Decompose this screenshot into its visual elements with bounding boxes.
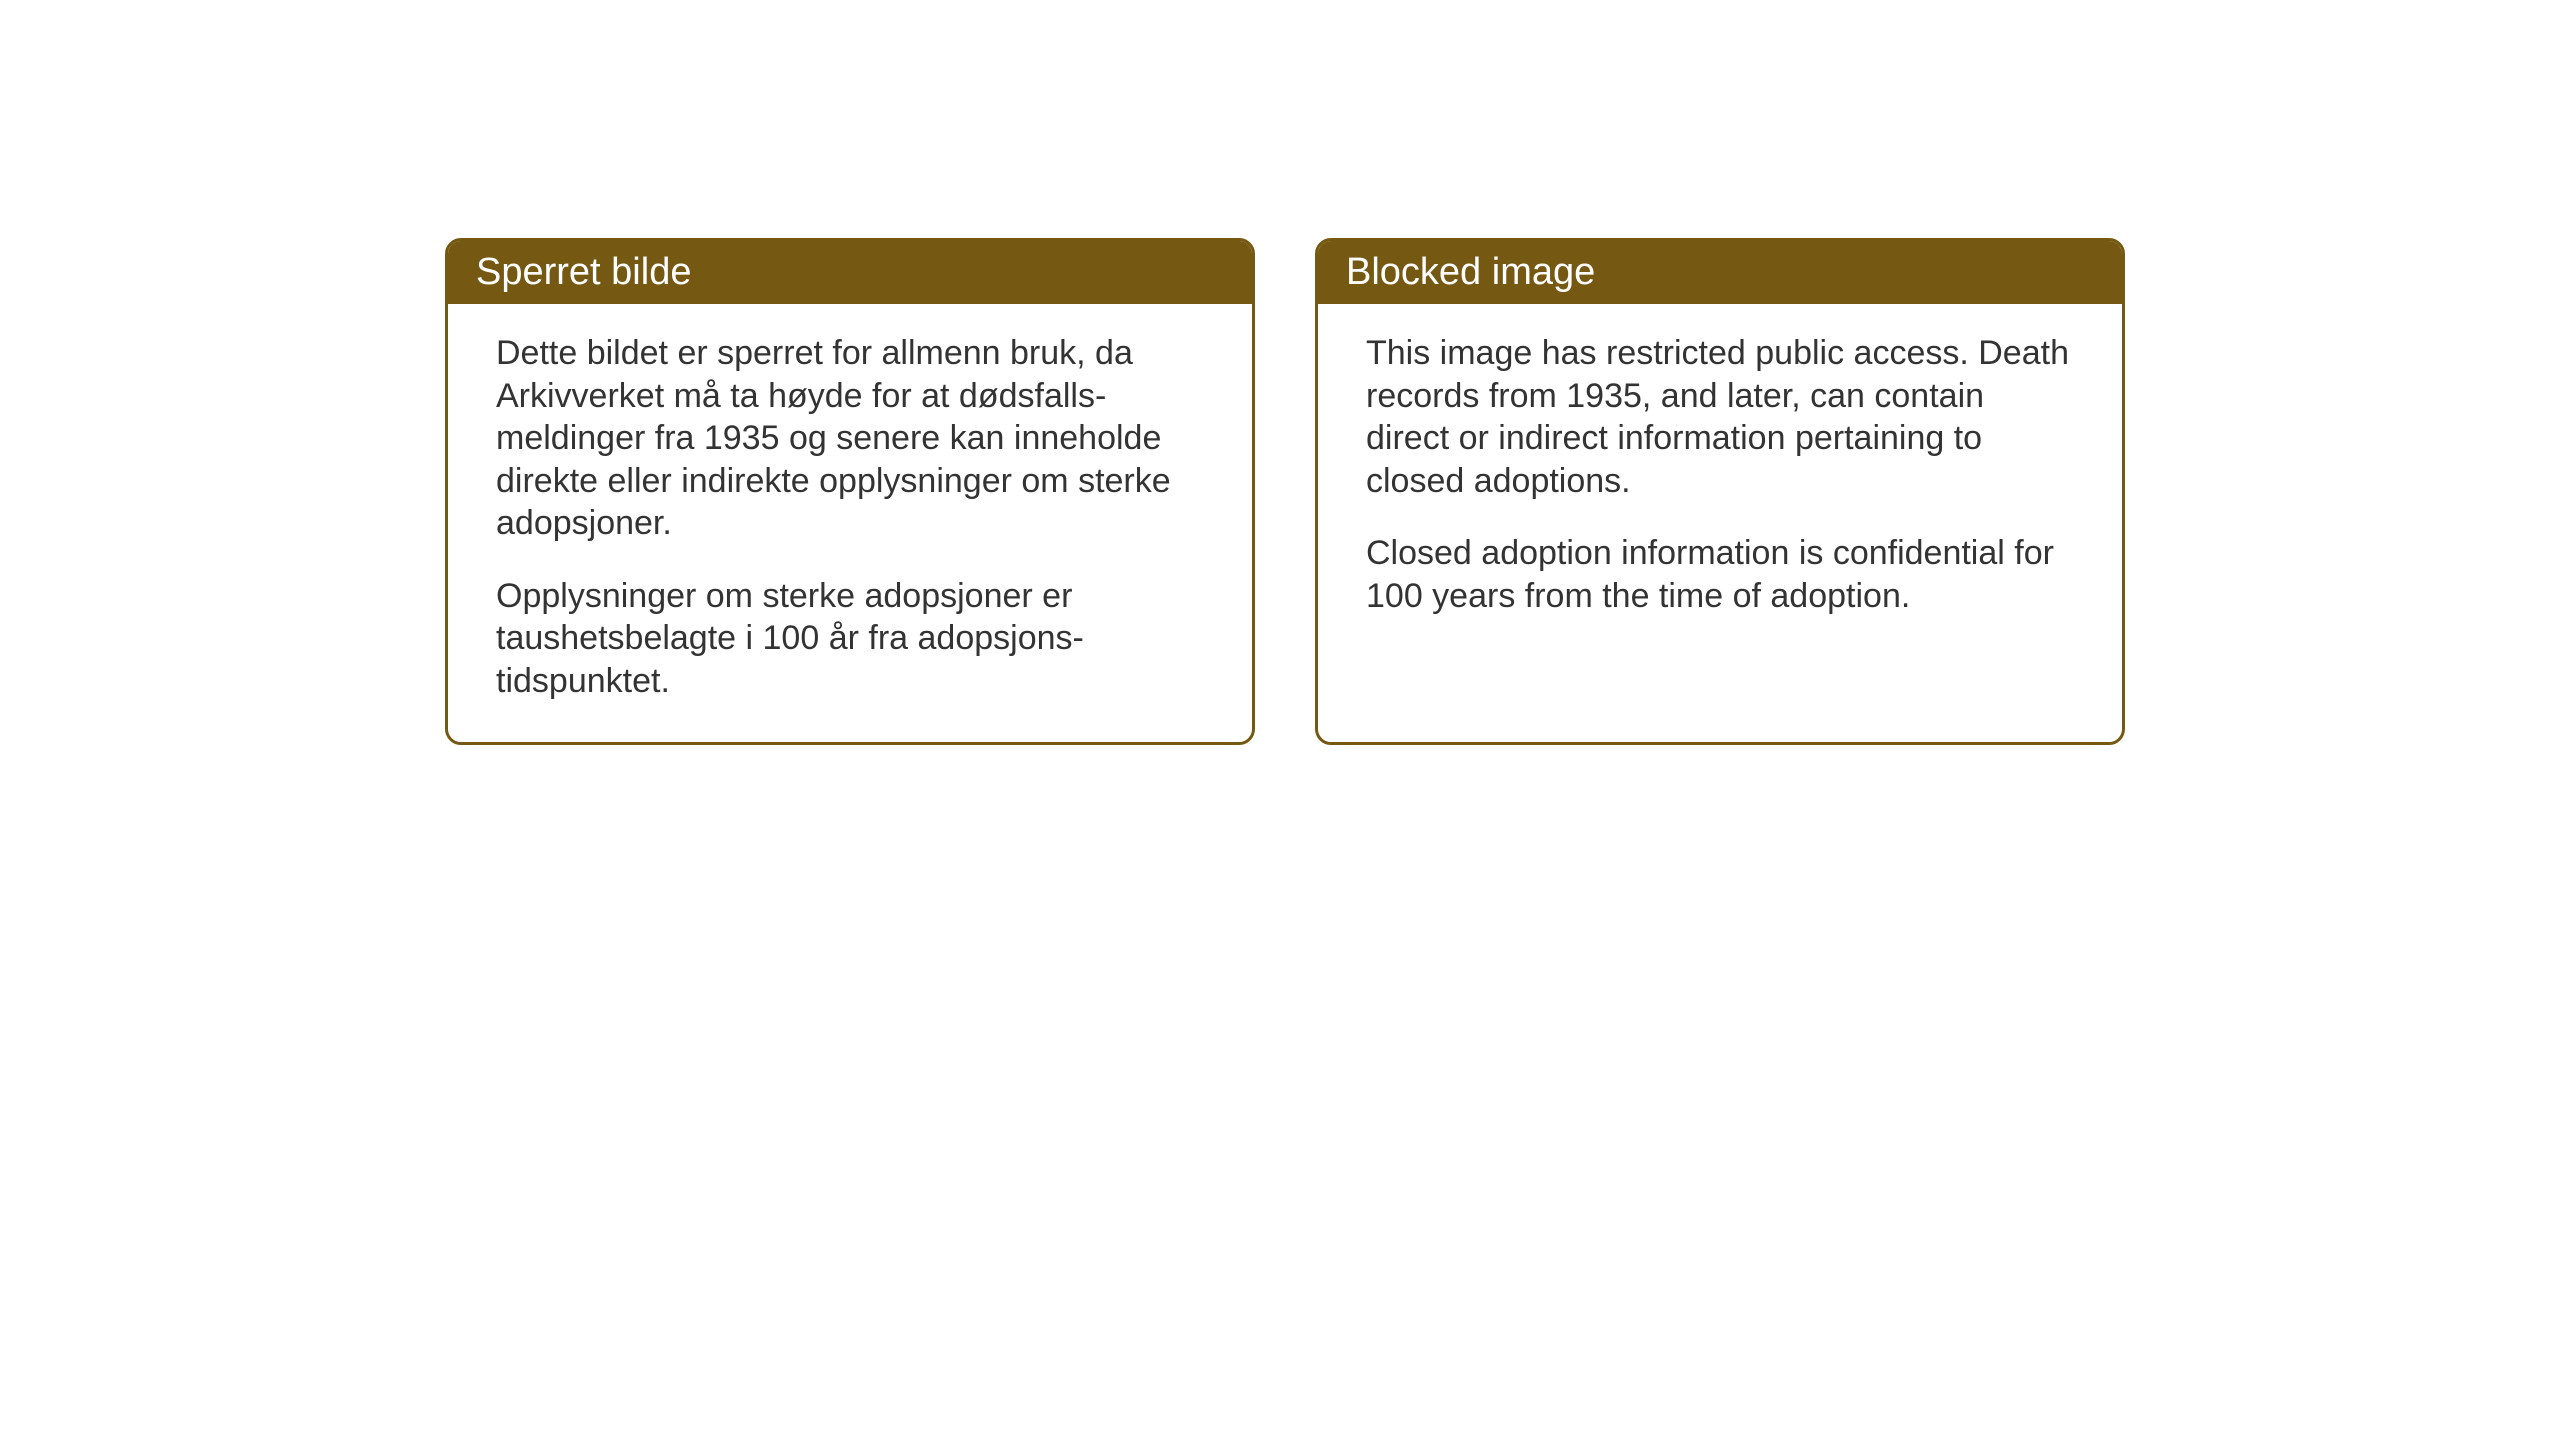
norwegian-card-body: Dette bildet er sperret for allmenn bruk… xyxy=(448,304,1252,742)
norwegian-card: Sperret bilde Dette bildet er sperret fo… xyxy=(445,238,1255,745)
norwegian-paragraph-2: Opplysninger om sterke adopsjoner er tau… xyxy=(496,575,1204,703)
english-paragraph-1: This image has restricted public access.… xyxy=(1366,332,2074,502)
english-card: Blocked image This image has restricted … xyxy=(1315,238,2125,745)
english-card-body: This image has restricted public access.… xyxy=(1318,304,2122,657)
cards-container: Sperret bilde Dette bildet er sperret fo… xyxy=(0,0,2560,745)
english-card-title: Blocked image xyxy=(1318,241,2122,304)
norwegian-paragraph-1: Dette bildet er sperret for allmenn bruk… xyxy=(496,332,1204,545)
english-paragraph-2: Closed adoption information is confident… xyxy=(1366,532,2074,617)
norwegian-card-title: Sperret bilde xyxy=(448,241,1252,304)
